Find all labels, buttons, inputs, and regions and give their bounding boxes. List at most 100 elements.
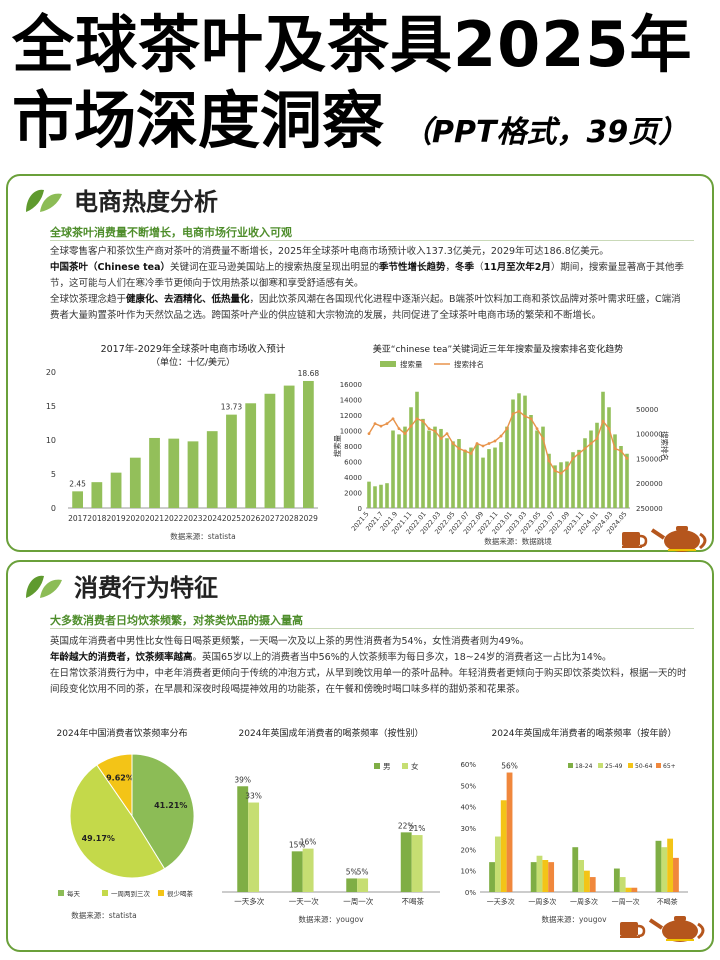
rank-point <box>613 447 617 450</box>
bar <box>565 461 569 508</box>
chart-title: 2024年中国消费者饮茶频率分布 <box>57 727 188 739</box>
y-tick-label: 4000 <box>344 474 362 482</box>
rank-point <box>415 417 419 421</box>
x-tick-label: 2020 <box>126 514 145 523</box>
section-title: 电商热度分析 <box>74 188 218 216</box>
bar <box>559 462 563 508</box>
title-line-1: 全球茶叶及茶具2025年 <box>12 8 693 81</box>
bar <box>421 418 425 508</box>
x-tick-label: 2028 <box>280 514 299 523</box>
data-label: 15% <box>289 840 306 849</box>
legend-swatch-bar <box>380 361 396 367</box>
x-tick-label: 2023 <box>183 514 202 523</box>
bar <box>523 395 527 508</box>
rank-point <box>583 447 587 450</box>
bar <box>619 877 626 892</box>
legend-swatch <box>158 890 164 896</box>
rank-point <box>385 422 389 426</box>
paragraph-1: 英国成年消费者中男性比女性每日喝茶更频繁，一天喝一次及以上茶的男性消费者为54%… <box>50 636 530 647</box>
rank-point <box>373 422 377 426</box>
rank-point <box>559 471 563 475</box>
y-tick-label: 0 <box>51 504 56 513</box>
bar <box>487 449 491 508</box>
y-tick-label: 5 <box>51 470 56 479</box>
section-paragraphs: 全球零售客户和茶饮生产商对茶叶的消费量不断增长，2025年全球茶叶电商市场预计收… <box>50 244 690 324</box>
bar <box>469 447 473 508</box>
rank-point <box>625 457 629 460</box>
rank-line <box>368 410 628 475</box>
bar <box>619 446 623 508</box>
y-tick-label: 20% <box>460 846 476 854</box>
rank-point <box>505 427 509 431</box>
y-axis-label: 搜索量 <box>332 434 342 457</box>
y-tick-label: 15 <box>46 402 56 411</box>
chart-subtitle: （单位：十亿/美元） <box>151 356 235 368</box>
bar <box>541 426 545 508</box>
rank-point <box>451 442 455 445</box>
data-label: 22% <box>398 821 415 830</box>
bar <box>583 438 587 508</box>
rank-point <box>409 424 413 428</box>
bar <box>415 391 419 508</box>
bar <box>168 438 180 508</box>
bar <box>427 430 431 508</box>
rank-point <box>493 439 497 443</box>
bar <box>264 393 276 508</box>
paragraph-3: 全球饮茶理念趋于健康化、去酒精化、低热量化，因此饮茶风潮在各国现代化进程中逐渐兴… <box>50 294 681 321</box>
bar <box>303 380 314 508</box>
bar <box>237 786 249 892</box>
bar <box>245 403 257 508</box>
rank-point <box>547 459 551 463</box>
x-tick-label: 2025 <box>222 514 241 523</box>
legend-label: 25-49 <box>605 763 623 770</box>
data-label: 33% <box>245 792 262 801</box>
legend-swatch <box>58 890 64 896</box>
y2-axis-label: 搜索排名 <box>660 431 670 461</box>
divider <box>50 628 694 629</box>
bar <box>439 428 443 508</box>
chart-title: 2017年-2029年全球茶叶电商市场收入预计 <box>101 343 286 355</box>
rank-point <box>553 469 557 473</box>
bar <box>391 430 395 508</box>
legend-swatch <box>598 763 603 768</box>
y-tick-label: 10 <box>46 436 56 445</box>
legend-swatch <box>102 890 108 896</box>
legend-label: 每天 <box>67 889 81 898</box>
data-label: 2.45 <box>69 479 86 488</box>
bar <box>547 453 551 508</box>
bar <box>613 434 617 508</box>
rank-point <box>481 444 485 448</box>
bar <box>625 887 632 892</box>
bar <box>673 857 679 892</box>
paragraph-2: 中国茶叶（Chinese tea）关键词在亚马逊美国站上的搜索热度呈现出明显的季… <box>50 262 684 289</box>
rank-point <box>619 449 623 453</box>
chart-title: 2024年英国成年消费者的喝茶频率（按性别） <box>239 727 424 739</box>
revenue-bar-chart: 2017年-2029年全球茶叶电商市场收入预计（单位：十亿/美元） 0 5 10 15 2… <box>46 343 320 541</box>
bar <box>494 836 501 892</box>
rank-point <box>469 452 473 455</box>
legend-swatch <box>628 763 633 768</box>
chart-source: 数据来源：yougov <box>298 914 364 924</box>
slice-label: 49.17% <box>82 834 115 843</box>
legend-label: 男 <box>383 762 391 771</box>
y-tick-label: 6000 <box>344 459 362 467</box>
ecommerce-section: 电商热度分析 全球茶叶消费量不断增长，电商市场行业收入可观 全球零售客户和茶饮生… <box>6 174 714 552</box>
y-tick-label: 10000 <box>340 428 362 436</box>
x-tick-label: 2017 <box>68 514 87 523</box>
x-tick-label: 2027 <box>260 514 279 523</box>
chart-source: 数据来源：yougov <box>541 914 607 924</box>
bar <box>72 491 83 508</box>
bar <box>571 452 575 508</box>
rank-point <box>463 449 467 453</box>
title-line-2: 市场深度洞察 <box>12 84 385 157</box>
bar <box>505 426 509 508</box>
y-tick-label: 16000 <box>340 381 362 389</box>
legend-label: 女 <box>411 761 419 771</box>
paragraph-2: 年龄越大的消费者，饮茶频率越高。英国65岁以上的消费者当中56%的人饮茶频率为每… <box>50 652 612 663</box>
data-label: 39% <box>234 775 251 784</box>
bar <box>589 877 596 892</box>
bar <box>445 438 449 508</box>
bar <box>346 878 358 892</box>
rank-point <box>379 424 383 428</box>
section-subheading: 全球茶叶消费量不断增长，电商市场行业收入可观 <box>50 226 292 239</box>
